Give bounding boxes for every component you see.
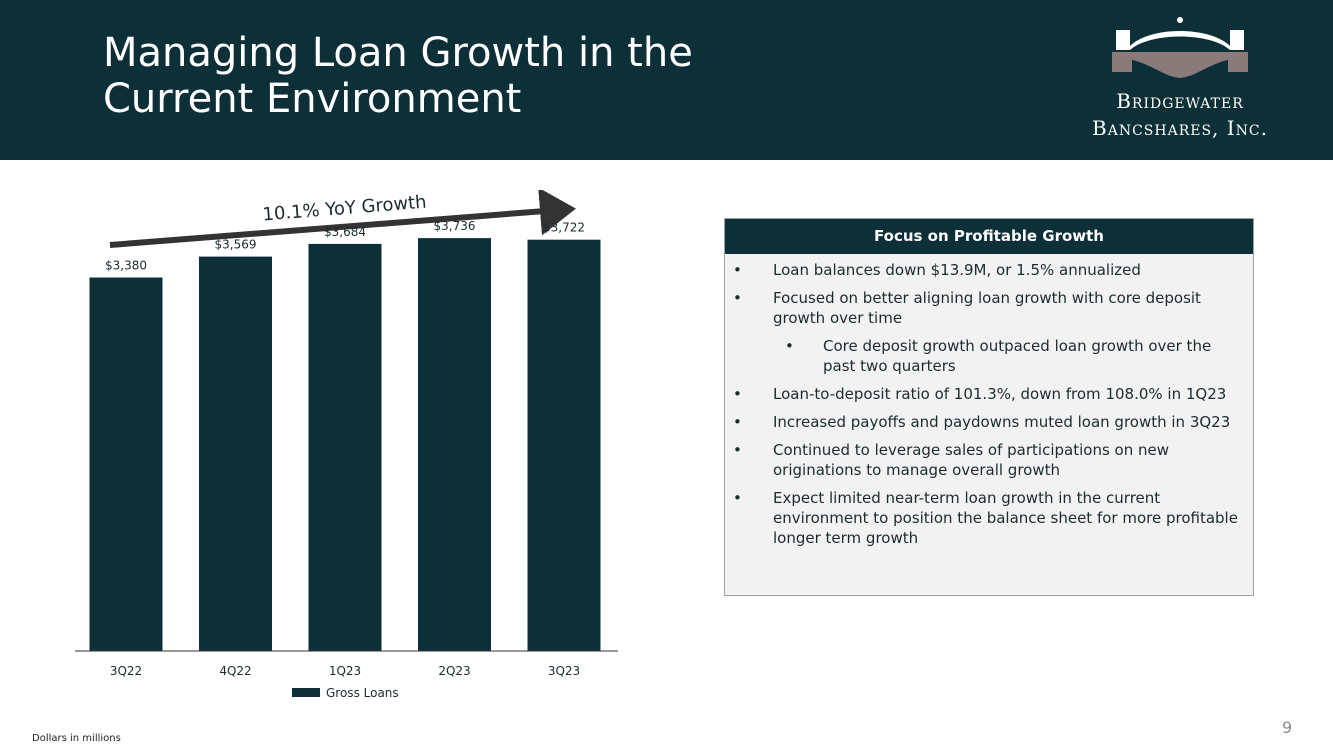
focus-item-text: Loan-to-deposit ratio of 101.3%, down fr… xyxy=(773,385,1227,403)
page-title: Managing Loan Growth in the Current Envi… xyxy=(103,30,963,122)
focus-item: • Expect limited near-term loan growth in… xyxy=(725,488,1243,548)
bar-3q22 xyxy=(89,277,163,651)
focus-item-text: Continued to leverage sales of participa… xyxy=(773,441,1169,479)
bullet: • xyxy=(733,441,742,459)
value-label-3q23: $3,722 xyxy=(543,221,585,235)
focus-item: • Loan-to-deposit ratio of 101.3%, down f… xyxy=(725,384,1243,404)
header-band: Managing Loan Growth in the Current Envi… xyxy=(0,0,1333,160)
bullet: • xyxy=(733,413,742,431)
focus-box-title: Focus on Profitable Growth xyxy=(725,219,1253,254)
gross-loans-bar-chart: 10.1% YoY Growth $3,380$3,569$3,684 $3,73… xyxy=(75,190,618,700)
page-title-line-1: Managing Loan Growth in the xyxy=(103,30,693,76)
x-axis-tick-labels: 3Q22 4Q22 1Q23 2Q23 3Q23 xyxy=(110,664,580,678)
company-name: Bridgewater Bancshares, Inc. xyxy=(1060,88,1300,142)
company-logo: Bridgewater Bancshares, Inc. xyxy=(1060,16,1300,142)
bar-2q23 xyxy=(418,238,491,651)
focus-item-text: Increased payoffs and paydowns muted loa… xyxy=(773,413,1231,431)
legend: Gross Loans xyxy=(292,686,399,700)
focus-item: • Continued to leverage sales of particip… xyxy=(725,440,1243,480)
growth-arrow xyxy=(109,190,576,248)
bar-1q23 xyxy=(308,243,382,651)
x-tick-3q22: 3Q22 xyxy=(110,664,142,678)
bars xyxy=(89,238,601,651)
value-label-3q22: $3,380 xyxy=(105,259,147,273)
value-label-1q23: $3,684 xyxy=(324,225,366,239)
footnote: Dollars in millions xyxy=(32,733,121,744)
x-tick-2q23: 2Q23 xyxy=(438,664,470,678)
bullet: • xyxy=(733,289,742,307)
company-name-line-1: Bridgewater xyxy=(1116,89,1244,113)
bullet: • xyxy=(733,489,742,507)
legend-label: Gross Loans xyxy=(326,686,399,700)
focus-item-text: Expect limited near-term loan growth in … xyxy=(773,489,1238,547)
focus-subitem: • Core deposit growth outpaced loan growt… xyxy=(725,336,1243,376)
company-name-line-2: Bancshares, Inc. xyxy=(1092,116,1268,140)
focus-box: Focus on Profitable Growth • Loan balance… xyxy=(724,218,1254,596)
bar-3q23 xyxy=(527,239,601,651)
bullet: • xyxy=(733,385,742,403)
focus-item: • Focused on better aligning loan growth … xyxy=(725,288,1243,328)
page-title-line-2: Current Environment xyxy=(103,76,522,122)
focus-item: • Loan balances down $13.9M, or 1.5% annu… xyxy=(725,260,1243,280)
x-tick-4q22: 4Q22 xyxy=(219,664,251,678)
bullet: • xyxy=(733,261,742,279)
value-labels: $3,380 $3,569 $3,684 $3,736 $3,722 xyxy=(105,219,585,272)
page-number: 9 xyxy=(1282,718,1293,737)
legend-swatch xyxy=(292,688,320,697)
focus-item: • Increased payoffs and paydowns muted lo… xyxy=(725,412,1243,432)
x-tick-3q23: 3Q23 xyxy=(548,664,580,678)
focus-item-text: Core deposit growth outpaced loan growth… xyxy=(823,337,1212,375)
focus-item-text: Focused on better aligning loan growth w… xyxy=(773,289,1201,327)
value-label-2q23: $3,736 xyxy=(434,219,476,233)
bridge-logo-icon xyxy=(1112,17,1248,78)
focus-item-text: Loan balances down $13.9M, or 1.5% annua… xyxy=(773,261,1141,279)
x-tick-1q23: 1Q23 xyxy=(329,664,361,678)
bullet: • xyxy=(785,337,794,355)
focus-list: • Loan balances down $13.9M, or 1.5% annu… xyxy=(725,254,1253,548)
value-label-4q22: $3,569 xyxy=(215,238,257,252)
bar-4q22 xyxy=(199,256,272,651)
